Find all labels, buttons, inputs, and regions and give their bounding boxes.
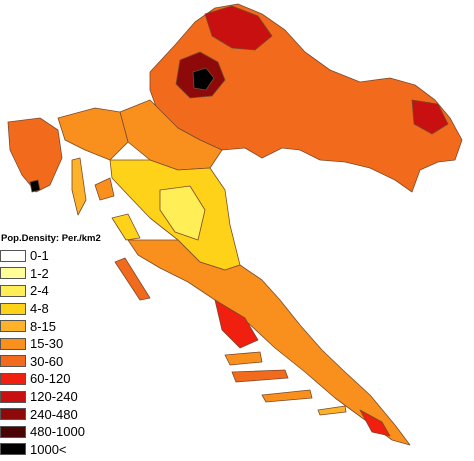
region-north: [204, 5, 273, 51]
country-shape: [7, 3, 463, 446]
legend-label: 120-240: [30, 389, 78, 405]
legend-item: 60-120: [0, 370, 130, 388]
legend-item: 1-2: [0, 265, 130, 283]
legend-label: 15-30: [30, 336, 64, 352]
legend-swatch: [0, 320, 26, 333]
region-island-mljet: [317, 405, 347, 416]
legend-label: 1-2: [30, 265, 49, 281]
legend-item: 30-60: [0, 353, 130, 371]
region-lika-sparse: [159, 185, 206, 241]
legend-item: 1000<: [0, 441, 130, 459]
region-istria: [7, 117, 63, 193]
legend-swatch: [0, 267, 26, 280]
legend-item: 120-240: [0, 388, 130, 406]
legend-label: 0-1: [30, 248, 49, 264]
legend-label: 480-1000: [30, 424, 85, 440]
legend-item: 240-480: [0, 405, 130, 423]
region-kvarner: [57, 107, 129, 161]
legend-swatch: [0, 284, 26, 297]
legend-item: 480-1000: [0, 423, 130, 441]
legend-label: 240-480: [30, 406, 78, 422]
legend-label: 60-120: [30, 371, 71, 387]
region-central: [119, 99, 223, 171]
region-island-dugi: [114, 257, 151, 301]
legend-label: 30-60: [30, 353, 64, 369]
legend-item: 2-4: [0, 282, 130, 300]
region-island-pag: [111, 213, 141, 241]
legend-label: 2-4: [30, 283, 49, 299]
legend-swatch: [0, 408, 26, 421]
region-dalmatia: [127, 239, 411, 446]
region-dubrovnik: [359, 409, 391, 437]
legend-title: Pop.Density: Per./km2: [1, 233, 101, 244]
legend-swatch: [0, 390, 26, 403]
legend-label: 4-8: [30, 301, 49, 317]
legend-label: 8-15: [30, 318, 57, 334]
legend-item: 15-30: [0, 335, 130, 353]
legend: Pop.Density: Per./km2 0-1 1-2 2-4 4-8 8-15 15…: [0, 233, 130, 458]
region-island-krk: [94, 177, 115, 201]
legend-item: 8-15: [0, 317, 130, 335]
legend-label: 1000<: [30, 441, 67, 457]
legend-swatch: [0, 337, 26, 350]
region-island-brac: [224, 351, 263, 366]
region-island-hvar: [231, 369, 289, 383]
legend-item: 0-1: [0, 247, 130, 265]
legend-swatch: [0, 249, 26, 262]
region-slavonia: [149, 3, 463, 193]
region-split: [214, 299, 259, 349]
legend-swatch: [0, 372, 26, 385]
legend-swatch: [0, 425, 26, 438]
region-osijek: [411, 99, 449, 135]
region-island-cres: [71, 157, 87, 216]
legend-item: 4-8: [0, 300, 130, 318]
region-pula: [29, 179, 41, 193]
legend-swatch: [0, 443, 26, 456]
legend-swatch: [0, 355, 26, 368]
region-zagreb-centre: [192, 67, 215, 91]
region-island-korcula: [261, 389, 313, 403]
legend-swatch: [0, 302, 26, 315]
